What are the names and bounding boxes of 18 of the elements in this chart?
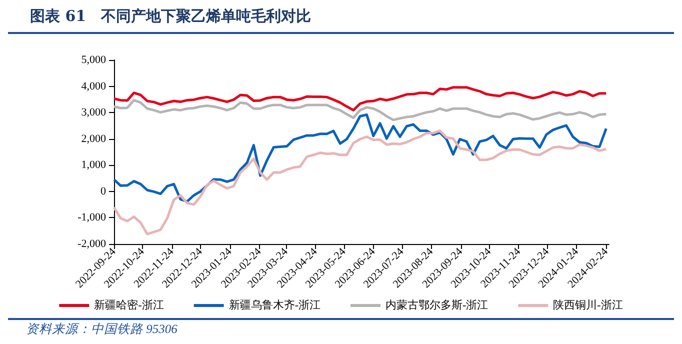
y-tick-label: 3,000 [81,106,106,119]
line-series [112,113,608,203]
y-tick-label: 4,000 [81,80,106,92]
line-series [112,98,608,122]
text: 资料来源：中国铁路 95306 [26,321,178,338]
line-series [112,129,608,236]
y-tick-label: 1,000 [81,159,106,172]
y-tick-label: -2,000 [78,238,106,250]
chart-title: 图表 61 不同产地下聚乙烯单吨毛利对比 [8,0,674,34]
line-series [112,86,608,112]
legend-label: 内蒙古鄂尔多斯-浙江 [386,298,488,312]
y-tick-label: 0 [100,185,106,198]
legend-label: 新疆哈密-浙江 [94,298,164,312]
legend-label: 陕西铜川-浙江 [553,298,623,312]
legend-label: 新疆乌鲁木齐-浙江 [228,298,321,312]
y-tick-label: 5,000 [81,54,106,66]
y-tick-label: 2,000 [81,132,106,145]
y-tick-label: -1,000 [78,212,106,224]
